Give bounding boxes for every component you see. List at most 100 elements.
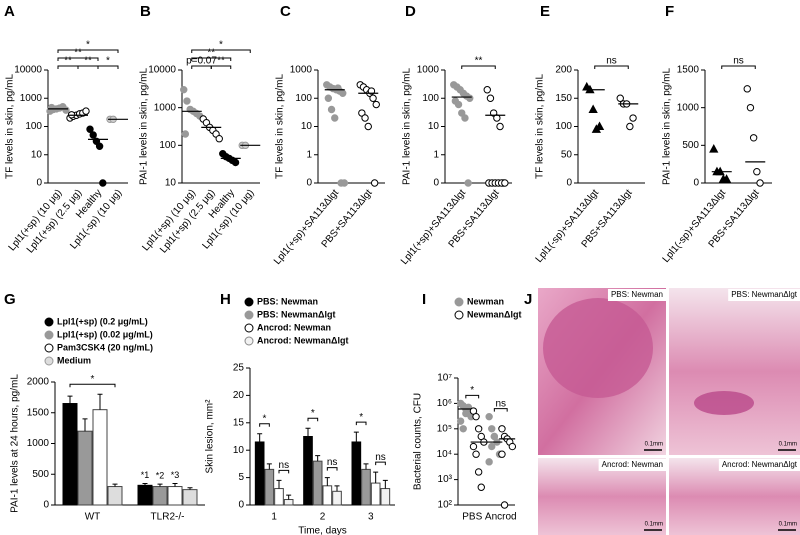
data-point: [629, 114, 637, 122]
data-point: [486, 94, 495, 102]
y-tick-label: 0: [433, 178, 439, 189]
error-bar: [353, 431, 359, 442]
significance-bracket: [191, 57, 232, 61]
data-point: [472, 412, 480, 421]
data-point: [496, 122, 504, 131]
bar: [77, 430, 93, 506]
y-axis-title: Skin lesion, mm²: [205, 399, 216, 474]
tissue-lesion: [694, 391, 754, 415]
significance-bracket: [210, 65, 232, 69]
y-tick-label: 1000: [677, 102, 700, 113]
legend-label: Lpl1(+sp) (0.02 μg/mL): [57, 329, 153, 339]
image-title-background: [598, 459, 666, 471]
error-bar: [363, 463, 369, 470]
bar: [107, 486, 123, 506]
image-title-background: [607, 289, 666, 301]
y-tick-label: 100: [295, 93, 312, 104]
y-tick-label: 10000: [148, 65, 176, 76]
legend-label: PBS: NewmanΔlgt: [257, 309, 335, 319]
legend-label: PBS: Newman: [257, 296, 318, 306]
data-point: [753, 168, 761, 176]
image-title-background: [728, 289, 800, 301]
bar: [167, 486, 183, 506]
legend-marker: [454, 310, 464, 320]
significance-note: *2: [156, 470, 165, 480]
significance-label: **: [475, 56, 483, 67]
bar: [274, 488, 284, 506]
y-axis-title: TF levels in skin, pg/mL: [535, 74, 546, 179]
data-point: [488, 442, 496, 451]
bar: [62, 403, 78, 506]
data-point: [616, 94, 624, 102]
panel-letter: C: [280, 3, 291, 20]
panel-letter: H: [220, 291, 231, 308]
bar: [303, 436, 313, 506]
y-axis-title: TF levels in skin, pg/mL: [5, 74, 16, 179]
histology-image: PBS: Newman 0.1mm: [538, 288, 666, 455]
data-point: [474, 468, 483, 476]
data-point: [488, 425, 496, 433]
error-bar: [157, 483, 163, 487]
error-bar: [382, 479, 388, 489]
y-axis-title: PAI-1 levels in skin, pg/mL: [662, 68, 673, 186]
error-bar: [142, 482, 148, 486]
data-point: [456, 417, 465, 425]
scale-label: 0.1mm: [645, 442, 663, 448]
y-axis-title: Bacterial counts, CFU: [413, 393, 424, 490]
scale-label: 0.1mm: [779, 442, 797, 448]
significance-bracket: [57, 49, 119, 53]
bar: [312, 460, 323, 506]
data-point: [183, 97, 191, 105]
x-tick-label: Lpl1(-sp)+SA113Δlgt: [534, 187, 602, 265]
data-point: [340, 179, 349, 187]
y-tick-label: 10²: [438, 500, 453, 511]
error-bar: [286, 494, 292, 500]
y-tick-label: 15: [233, 417, 245, 428]
y-tick-label: 10³: [438, 474, 453, 485]
histology-image: Ancrod: Newman 0.1mm: [538, 458, 666, 535]
data-point: [367, 87, 376, 95]
legend-marker: [244, 336, 254, 346]
bar: [264, 468, 275, 506]
x-tick-label: 1: [271, 512, 277, 523]
x-tick-label: Ancrod: [485, 512, 517, 523]
data-point: [472, 450, 480, 458]
data-point: [331, 114, 339, 122]
legend-marker: [454, 297, 464, 307]
legend-label: Pam3CSK4 (20 ng/mL): [57, 342, 153, 352]
error-bar: [276, 479, 282, 489]
data-point: [215, 135, 223, 143]
legend-marker: [44, 356, 54, 366]
significance-bracket: [465, 394, 480, 399]
y-axis-title: PAI-1 levels in skin, pg/mL: [139, 68, 150, 186]
data-point: [372, 100, 380, 109]
error-bar: [334, 485, 340, 492]
data-point: [709, 144, 719, 153]
y-tick-label: 1000: [417, 65, 440, 76]
scale-label: 0.1mm: [645, 522, 663, 528]
significance-label: *: [359, 412, 363, 423]
y-tick-label: 500: [32, 469, 49, 480]
bar: [370, 482, 381, 506]
y-axis-title: TF levels in skin, pg/mL: [275, 74, 286, 179]
histology-image: Ancrod: NewmanΔlgt 0.1mm: [669, 458, 800, 535]
y-tick-label: 100: [422, 93, 439, 104]
error-bar: [82, 418, 88, 432]
legend-marker: [244, 323, 254, 333]
significance-bracket: [461, 65, 496, 69]
data-point: [231, 158, 240, 167]
image-title-background: [718, 459, 800, 471]
data-point: [477, 483, 485, 491]
data-point: [181, 130, 190, 138]
significance-label: **: [217, 56, 225, 67]
data-point: [501, 179, 509, 187]
significance-note: *3: [171, 470, 180, 480]
bar: [332, 490, 342, 506]
x-tick-label: Lpl1(-sp)+SA113Δlgt: [661, 187, 729, 265]
error-bar: [172, 482, 178, 487]
y-axis-title: PAI-1 levels in skin, pg/mL: [402, 68, 413, 186]
data-point: [454, 100, 463, 109]
legend-label: Lpl1(+sp) (0.2 μg/mL): [57, 316, 148, 326]
